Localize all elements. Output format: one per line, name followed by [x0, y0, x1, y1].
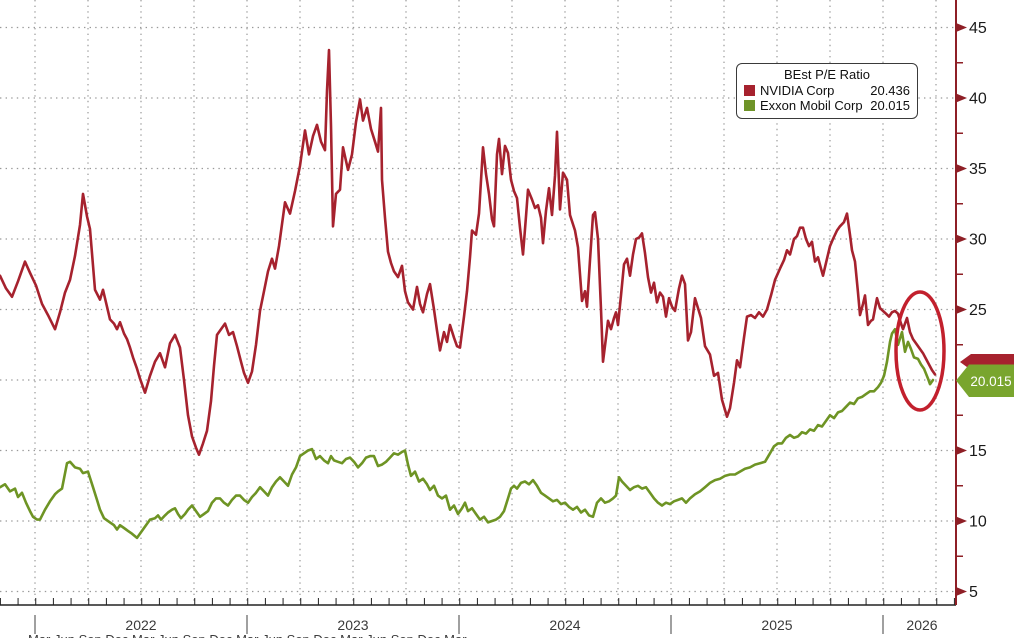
y-tick-label: 45: [969, 20, 987, 37]
y-tick-arrow-icon: [956, 446, 967, 455]
y-tick-arrow-icon: [956, 587, 967, 596]
legend: BEst P/E Ratio NVIDIA Corp 20.436 Exxon …: [736, 63, 918, 119]
year-label: 2022: [125, 617, 156, 633]
legend-row-exxon: Exxon Mobil Corp 20.015: [744, 98, 910, 113]
exxon-series-line: [0, 327, 935, 540]
y-tick-label: 30: [969, 232, 987, 249]
y-tick-label: 15: [969, 443, 987, 460]
legend-label-nvidia: NVIDIA Corp: [760, 83, 835, 98]
y-tick-arrow-icon: [956, 93, 967, 103]
y-tick-label: 5: [969, 584, 978, 601]
nvidia-series-line: [0, 48, 937, 457]
y-tick-arrow-icon: [956, 234, 967, 244]
y-tick-label: 25: [969, 302, 987, 319]
cropped-footer-text: Mar Jun Sep Dec Mar Jun Sep Dec Mar Jun …: [28, 632, 1008, 638]
y-tick-arrow-icon: [956, 23, 967, 32]
legend-value-nvidia: 20.436: [870, 83, 910, 98]
highlight-ellipse-annotation: [894, 290, 946, 412]
y-tick-label: 40: [969, 91, 987, 108]
year-label: 2024: [549, 617, 580, 633]
y-tick-arrow-icon: [956, 305, 967, 314]
y-tick-arrow-icon: [956, 516, 967, 526]
exxon-price-tag: [956, 364, 1014, 397]
y-tick-label: 10: [969, 514, 987, 531]
legend-title: BEst P/E Ratio: [784, 67, 870, 82]
legend-label-exxon: Exxon Mobil Corp: [760, 98, 863, 113]
legend-value-exxon: 20.015: [870, 98, 910, 113]
legend-row-nvidia: NVIDIA Corp 20.436: [744, 83, 910, 98]
year-label: 2026: [906, 617, 937, 633]
y-tick-arrow-icon: [956, 164, 967, 173]
year-label: 2023: [337, 617, 368, 633]
nvidia-swatch-icon: [744, 85, 755, 96]
exxon-price-tag-value: 20.015: [970, 374, 1011, 389]
y-tick-label: 35: [969, 161, 987, 178]
exxon-swatch-icon: [744, 100, 755, 111]
year-label: 2025: [761, 617, 792, 633]
